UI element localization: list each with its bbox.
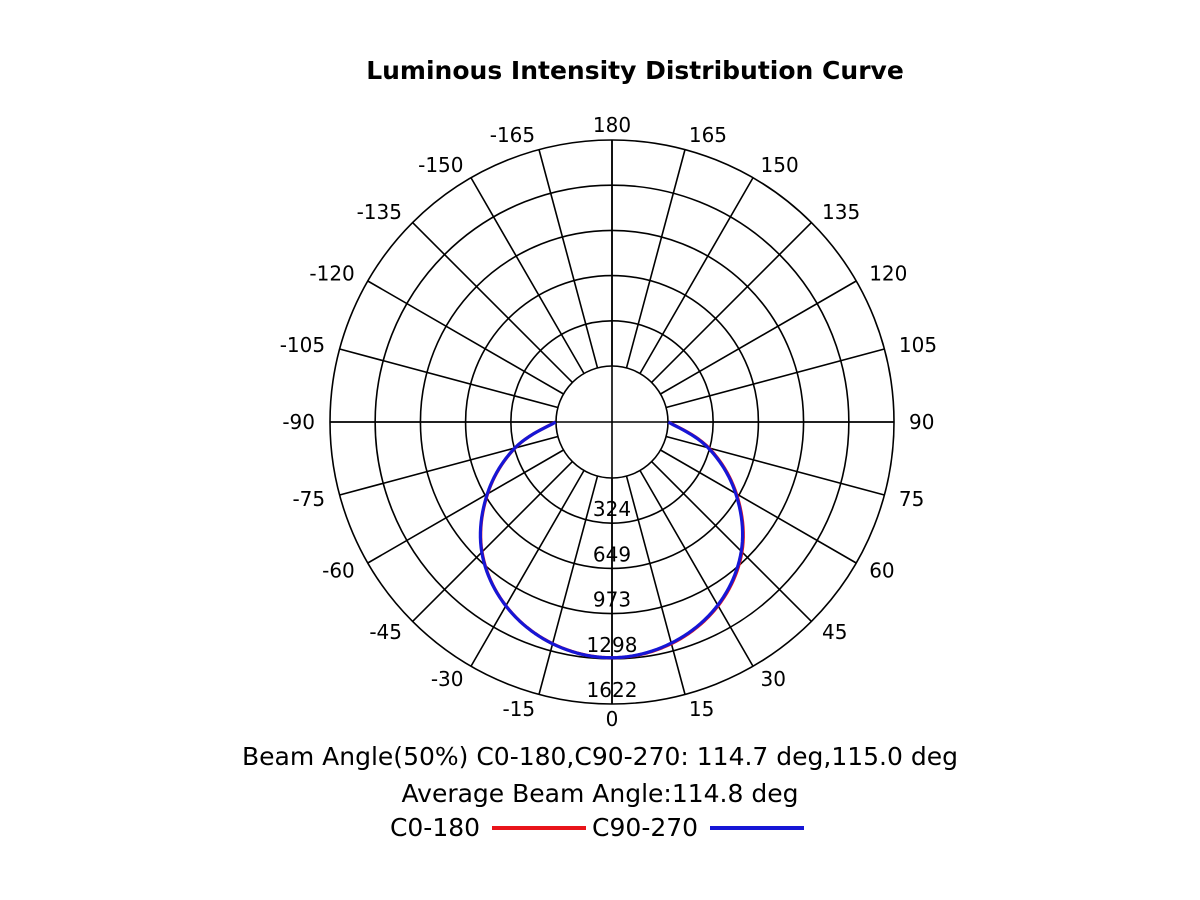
- angle-tick-label-165: 165: [689, 123, 727, 147]
- angle-tick-label-150: 150: [761, 153, 799, 177]
- legend-item-c0-180: C0-180: [390, 813, 592, 842]
- angle-tick-label--150: -150: [418, 153, 463, 177]
- polar-chart: 180 1651501351201059075604530150-15-30-45…: [280, 113, 937, 731]
- chart-title: Luminous Intensity Distribution Curve: [366, 56, 904, 85]
- angle-tick-label--45: -45: [369, 620, 402, 644]
- polar-grid: [329, 139, 895, 705]
- grid-spoke-15: [625, 475, 686, 695]
- grid-spoke-120: [660, 280, 857, 395]
- radial-tick-label-649: 649: [593, 542, 631, 566]
- grid-spoke--30: [470, 470, 585, 667]
- radial-tick-label-1298: 1298: [587, 633, 638, 657]
- grid-spoke--150: [470, 177, 585, 374]
- grid-spoke-30: [639, 470, 754, 667]
- angle-tick-label-15: 15: [689, 697, 714, 721]
- grid-spoke--45: [412, 461, 573, 622]
- grid-spoke-45: [651, 461, 812, 622]
- angle-tick-label--120: -120: [309, 262, 354, 286]
- grid-spoke-165: [625, 149, 686, 369]
- angle-tick-label--135: -135: [357, 200, 402, 224]
- angle-tick-label-75: 75: [899, 487, 924, 511]
- angle-tick-label--90: -90: [282, 410, 315, 434]
- legend-swatch-c0-180: [492, 825, 587, 830]
- radial-tick-label-1622: 1622: [587, 678, 638, 702]
- beam-angle-text: Beam Angle(50%) C0-180,C90-270: 114.7 de…: [242, 742, 958, 771]
- average-beam-angle-text: Average Beam Angle:114.8 deg: [401, 779, 799, 808]
- angle-tick-label-120: 120: [869, 262, 907, 286]
- angle-tick-label--165: -165: [490, 123, 535, 147]
- series-curve-C90-270: [478, 420, 745, 660]
- radial-tick-label-973: 973: [593, 588, 631, 612]
- legend: C0-180 C90-270: [0, 813, 1200, 842]
- grid-spoke-135: [651, 222, 812, 383]
- grid-spoke--60: [367, 449, 564, 564]
- grid-spoke-60: [660, 449, 857, 564]
- angle-tick-label-105: 105: [899, 333, 937, 357]
- radial-tick-label-324: 324: [593, 497, 631, 521]
- grid-spoke--75: [339, 435, 559, 496]
- series-layer: [478, 420, 745, 660]
- angle-tick-label-180: 180: [593, 113, 631, 137]
- angle-tick-label-0: 0: [606, 707, 619, 731]
- legend-label-c90-270: C90-270: [592, 813, 699, 842]
- grid-spoke-150: [639, 177, 754, 374]
- grid-spoke-105: [665, 348, 885, 409]
- grid-spoke--135: [412, 222, 573, 383]
- grid-spoke--120: [367, 280, 564, 395]
- angle-tick-label-45: 45: [822, 620, 847, 644]
- label-layer: 180 1651501351201059075604530150-15-30-45…: [280, 113, 937, 731]
- angle-tick-label-135: 135: [822, 200, 860, 224]
- grid-spoke--105: [339, 348, 559, 409]
- grid-spoke--165: [538, 149, 599, 369]
- angle-tick-label--75: -75: [292, 487, 325, 511]
- grid-spoke-75: [665, 435, 885, 496]
- angle-tick-label--60: -60: [322, 559, 355, 583]
- angle-tick-label--30: -30: [431, 667, 464, 691]
- angle-tick-label--105: -105: [280, 333, 325, 357]
- angle-tick-label-60: 60: [869, 559, 894, 583]
- angle-tick-label--15: -15: [502, 697, 535, 721]
- legend-item-c90-270: C90-270: [592, 813, 810, 842]
- angle-tick-label-30: 30: [761, 667, 786, 691]
- legend-swatch-c90-270: [710, 825, 805, 830]
- angle-tick-label-90: 90: [909, 410, 934, 434]
- grid-spoke--15: [538, 475, 599, 695]
- legend-label-c0-180: C0-180: [389, 813, 481, 842]
